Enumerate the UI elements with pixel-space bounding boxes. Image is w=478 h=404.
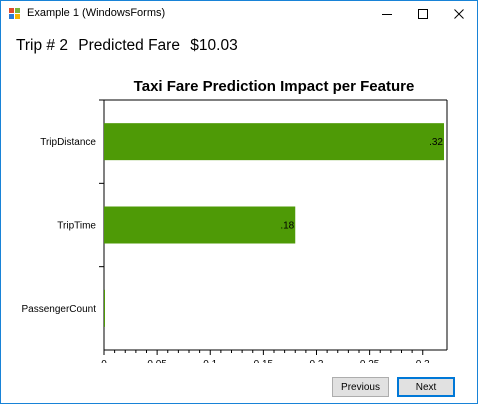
category-label: TripTime: [57, 221, 96, 232]
category-label: TripDistance: [40, 137, 96, 148]
category-label: PassengerCount: [22, 304, 97, 315]
maximize-icon: [418, 8, 428, 19]
maximize-button[interactable]: [405, 1, 441, 26]
minimize-button[interactable]: [369, 1, 405, 26]
trip-number-label: Trip # 2: [16, 37, 68, 54]
window-title: Example 1 (WindowsForms): [27, 7, 166, 19]
client-area: Trip # 2 Predicted Fare $10.03 Taxi Fare…: [1, 26, 477, 403]
app-icon: [9, 8, 20, 19]
close-icon: [454, 8, 464, 19]
predicted-fare-label: Predicted Fare: [78, 37, 180, 54]
minimize-icon: [382, 13, 392, 15]
close-button[interactable]: [441, 1, 477, 26]
feature-impact-chart: Taxi Fare Prediction Impact per Feature …: [22, 78, 448, 363]
bar-triptime: [104, 206, 296, 244]
next-button[interactable]: Next: [397, 377, 455, 397]
predicted-fare-value: $10.03: [190, 37, 238, 54]
x-tick-label: 0.3: [416, 359, 430, 363]
x-tick-label: 0.05: [147, 359, 167, 363]
x-tick-label: 0.2: [310, 359, 324, 363]
x-tick-label: 0: [101, 359, 107, 363]
bar-passengercount: [104, 289, 105, 327]
x-tick-label: 0.25: [360, 359, 380, 363]
chart-title: Taxi Fare Prediction Impact per Feature: [134, 78, 415, 95]
data-label: .18: [280, 221, 294, 232]
title-bar[interactable]: Example 1 (WindowsForms): [1, 1, 477, 26]
previous-button[interactable]: Previous: [332, 377, 389, 397]
trip-summary: Trip # 2 Predicted Fare $10.03: [16, 37, 244, 55]
x-tick-label: 0.1: [203, 359, 217, 363]
data-label: .32: [429, 137, 443, 148]
bar-tripdistance: [104, 123, 444, 161]
x-tick-label: 0.15: [254, 359, 274, 363]
